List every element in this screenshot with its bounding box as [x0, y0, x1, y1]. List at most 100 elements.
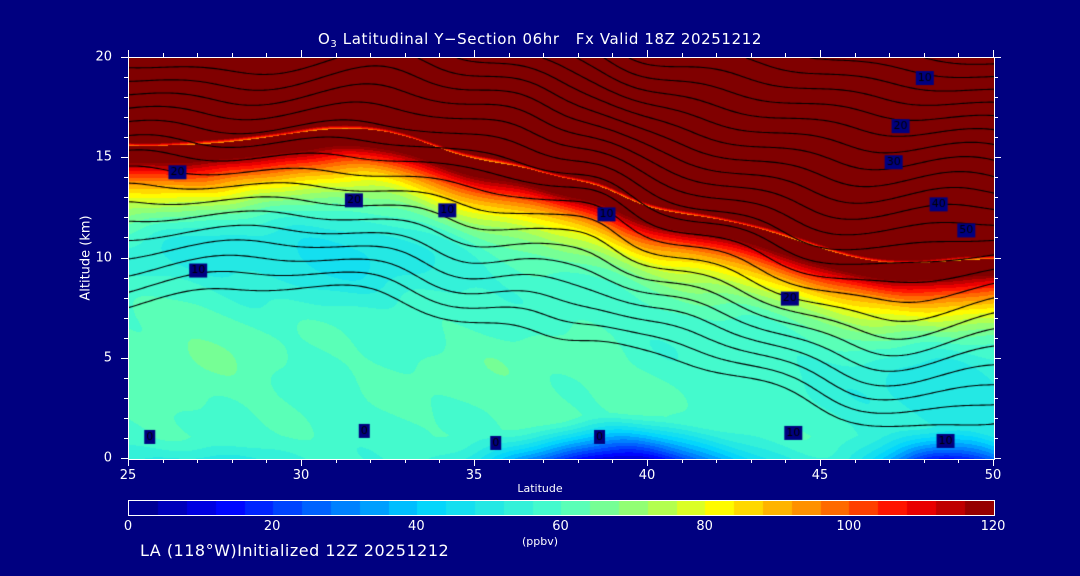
y-tick-mark: [124, 437, 128, 439]
x-tick-mark-top: [785, 53, 787, 57]
x-tick-mark-top: [993, 50, 994, 57]
y-tick-label: 0: [103, 450, 112, 466]
x-tick-mark-top: [404, 53, 406, 57]
x-tick-mark-top: [508, 53, 510, 57]
page-title: O3 Latitudinal Y−Section 06hr Fx Valid 1…: [0, 30, 1080, 50]
y-tick-mark-right: [994, 137, 998, 139]
x-tick-mark-top: [750, 53, 752, 57]
x-tick-mark-top: [820, 50, 821, 57]
colorbar: [128, 500, 995, 516]
colorbar-tick-label: 120: [980, 519, 1006, 534]
y-tick-mark-right: [994, 117, 998, 119]
x-tick-mark: [335, 459, 337, 463]
y-tick-mark: [124, 117, 128, 119]
y-tick-mark: [124, 177, 128, 179]
y-tick-mark-right: [994, 177, 998, 179]
x-tick-mark-top: [370, 53, 372, 57]
y-tick-mark: [121, 157, 128, 159]
x-tick-mark: [231, 459, 233, 463]
y-tick-mark: [124, 337, 128, 339]
x-tick-mark-top: [854, 53, 856, 57]
y-tick-mark: [124, 417, 128, 419]
x-tick-mark: [647, 459, 648, 466]
x-tick-mark: [750, 459, 752, 463]
x-tick-mark: [612, 459, 614, 463]
x-tick-mark-top: [266, 53, 268, 57]
x-tick-mark-top: [716, 53, 718, 57]
colorbar-tick-label: 20: [263, 519, 281, 534]
x-tick-mark: [681, 459, 683, 463]
x-tick-mark: [993, 459, 994, 466]
x-tick-mark: [716, 459, 718, 463]
x-tick-mark-top: [301, 50, 302, 57]
x-tick-mark: [439, 459, 441, 463]
title-subscript: 3: [330, 39, 338, 50]
y-tick-mark-right: [994, 57, 1001, 58]
y-tick-mark: [124, 277, 128, 279]
x-tick-label: 35: [465, 468, 483, 483]
x-tick-mark: [854, 459, 856, 463]
x-tick-mark: [820, 459, 821, 466]
colorbar-units-label: (ppbv): [521, 535, 559, 548]
y-tick-mark: [124, 317, 128, 319]
y-tick-mark: [124, 77, 128, 79]
x-tick-mark: [128, 459, 129, 466]
y-tick-mark-right: [994, 197, 998, 199]
x-tick-mark-top: [162, 53, 164, 57]
y-tick-mark: [121, 57, 128, 58]
y-tick-mark: [121, 357, 128, 359]
y-tick-mark: [124, 377, 128, 379]
y-tick-mark-right: [994, 437, 998, 439]
x-tick-mark: [301, 459, 302, 466]
y-tick-mark-right: [994, 357, 1001, 359]
x-tick-mark-top: [612, 53, 614, 57]
y-tick-mark-right: [994, 417, 998, 419]
y-tick-mark-right: [994, 458, 1001, 459]
x-tick-mark-top: [889, 53, 891, 57]
x-tick-mark: [474, 459, 475, 466]
figure-caption: LA (118°W)Initialized 12Z 20251212: [140, 541, 450, 560]
x-tick-mark: [923, 459, 925, 463]
x-tick-mark-top: [474, 50, 475, 57]
y-tick-mark: [124, 237, 128, 239]
ozone-heatmap-canvas: [129, 58, 994, 459]
y-tick-mark: [124, 137, 128, 139]
y-tick-mark-right: [994, 257, 1001, 259]
y-tick-mark-right: [994, 397, 998, 399]
x-tick-mark-top: [128, 50, 129, 57]
x-tick-label: 50: [984, 468, 1002, 483]
y-tick-mark-right: [994, 237, 998, 239]
x-tick-label: 45: [811, 468, 829, 483]
x-tick-mark: [958, 459, 960, 463]
colorbar-gradient: [129, 501, 994, 515]
colorbar-tick-label: 80: [696, 519, 713, 534]
x-tick-mark-top: [647, 50, 648, 57]
title-species: O: [317, 30, 331, 48]
y-tick-mark-right: [994, 77, 998, 79]
x-tick-mark: [404, 459, 406, 463]
x-tick-mark: [543, 459, 545, 463]
y-tick-mark-right: [994, 217, 998, 219]
plot-area: [128, 57, 995, 460]
x-tick-mark: [508, 459, 510, 463]
y-axis-label: Altitude (km): [78, 215, 94, 301]
x-tick-mark-top: [335, 53, 337, 57]
y-tick-mark-right: [994, 297, 998, 299]
x-tick-mark-top: [681, 53, 683, 57]
y-tick-mark-right: [994, 277, 998, 279]
x-tick-mark: [162, 459, 164, 463]
y-tick-mark: [124, 297, 128, 299]
x-tick-mark-top: [923, 53, 925, 57]
y-tick-mark: [121, 458, 128, 459]
x-tick-label: 30: [292, 468, 310, 483]
y-tick-mark: [124, 97, 128, 99]
colorbar-tick-label: 0: [123, 519, 133, 534]
y-tick-mark: [124, 397, 128, 399]
x-tick-mark-top: [439, 53, 441, 57]
x-tick-mark: [370, 459, 372, 463]
x-tick-mark-top: [197, 53, 199, 57]
y-tick-mark-right: [994, 317, 998, 319]
x-axis-label: Latitude: [517, 482, 563, 495]
y-tick-mark-right: [994, 97, 998, 99]
